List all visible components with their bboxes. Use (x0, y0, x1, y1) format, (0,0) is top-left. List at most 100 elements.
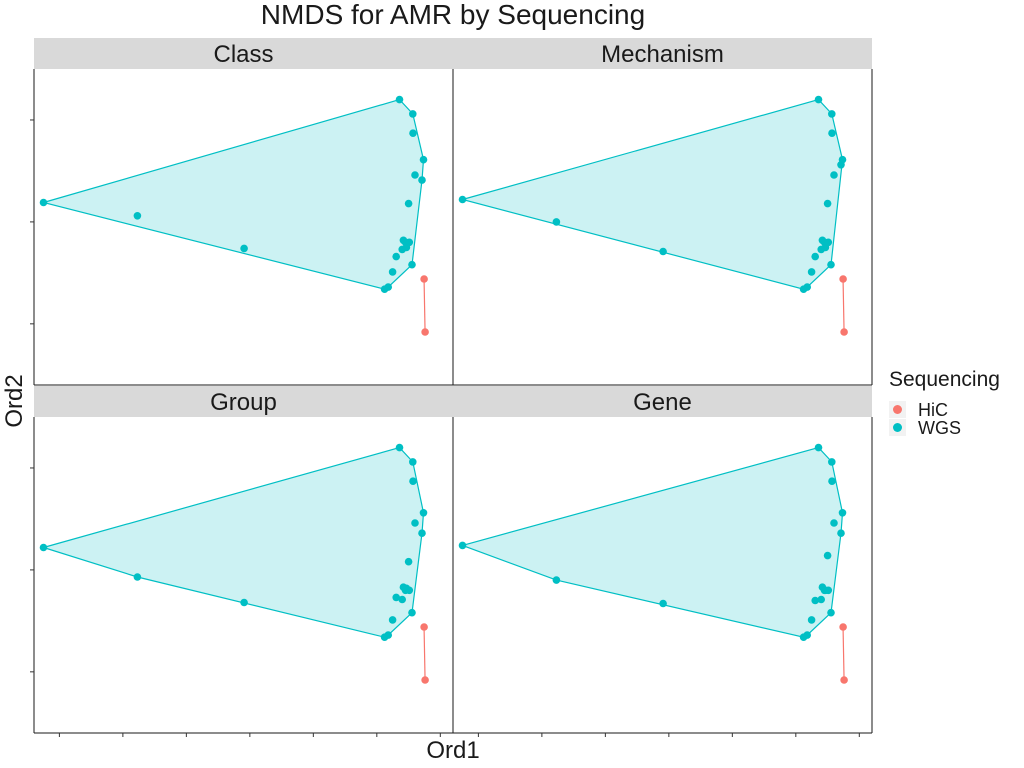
point-hic (839, 623, 847, 631)
point-wgs (837, 529, 845, 537)
point-hic (839, 275, 847, 283)
hull-hic (842, 278, 845, 333)
point-wgs (803, 283, 811, 291)
point-wgs (828, 129, 836, 137)
point-wgs (419, 509, 428, 517)
point-wgs (552, 576, 561, 584)
point-wgs (39, 543, 48, 552)
hull-wgs (460, 98, 844, 290)
point-wgs (398, 245, 407, 254)
point-wgs (814, 443, 823, 452)
point-wgs (384, 631, 393, 639)
point-wgs (817, 245, 825, 254)
point-hic (420, 275, 428, 283)
legend-key-hic (893, 405, 902, 414)
point-wgs (411, 519, 419, 527)
point-wgs (827, 260, 835, 269)
point-wgs (398, 595, 407, 604)
point-wgs (409, 129, 417, 137)
point-wgs (811, 252, 819, 261)
point-wgs (404, 199, 413, 208)
facet-strip-label: Group (210, 389, 277, 416)
point-wgs (824, 238, 833, 247)
point-wgs (814, 95, 823, 104)
facet-panel-class: Class (30, 38, 453, 386)
point-wgs (408, 608, 416, 617)
point-wgs (830, 519, 838, 527)
hull-hic (423, 278, 426, 333)
point-wgs (807, 268, 816, 276)
facet-strip (453, 386, 872, 417)
facet-panel-group: Group (30, 386, 453, 737)
hull-wgs (41, 446, 425, 638)
point-wgs (817, 595, 825, 604)
point-wgs (409, 477, 417, 486)
legend-label-wgs: WGS (918, 418, 961, 438)
point-wgs (39, 198, 48, 207)
point-wgs (388, 616, 397, 624)
point-wgs (409, 110, 417, 118)
point-wgs (458, 541, 467, 550)
facet-panel-gene: Gene (452, 386, 873, 737)
point-wgs (404, 557, 413, 566)
point-hic (840, 328, 848, 336)
point-wgs (828, 477, 836, 486)
hull-hic (842, 626, 845, 681)
hull-hic (423, 626, 426, 681)
point-wgs (458, 195, 467, 204)
point-wgs (838, 509, 847, 517)
point-wgs (824, 586, 833, 595)
point-wgs (811, 596, 819, 605)
point-wgs (411, 171, 419, 179)
point-wgs (405, 238, 414, 247)
point-wgs (828, 458, 836, 466)
point-wgs (133, 212, 142, 220)
x-axis-label: Ord1 (426, 737, 479, 764)
point-wgs (392, 593, 401, 602)
point-wgs (803, 631, 811, 639)
point-wgs (418, 529, 426, 537)
legend-key-wgs (893, 423, 902, 432)
point-wgs (552, 218, 561, 226)
point-hic (421, 676, 429, 684)
point-wgs (418, 176, 426, 184)
legend-label-hic: HiC (918, 400, 948, 420)
point-wgs (240, 598, 248, 607)
point-hic (840, 676, 848, 684)
facet-strip-label: Gene (633, 389, 692, 416)
point-wgs (240, 244, 248, 253)
point-wgs (823, 551, 832, 560)
facet-strip (34, 38, 453, 69)
point-wgs (409, 458, 417, 466)
point-wgs (659, 247, 667, 256)
point-wgs (807, 616, 816, 624)
point-wgs (395, 95, 404, 104)
point-wgs (828, 110, 836, 118)
point-wgs (388, 268, 397, 276)
facet-strip-label: Mechanism (601, 41, 724, 68)
hull-wgs (460, 446, 844, 638)
facet-panel-mechanism: Mechanism (452, 38, 873, 386)
point-wgs (384, 283, 393, 291)
point-hic (420, 623, 428, 631)
point-wgs (659, 599, 667, 608)
legend-title: Sequencing (889, 368, 1000, 391)
point-wgs (405, 586, 414, 595)
point-wgs (395, 443, 404, 452)
point-wgs (419, 155, 428, 164)
chart-title: NMDS for AMR by Sequencing (261, 0, 645, 30)
point-wgs (408, 260, 416, 269)
facet-strip (453, 38, 872, 69)
point-hic (421, 328, 429, 336)
hull-wgs (41, 98, 425, 290)
point-wgs (392, 252, 401, 261)
y-axis-label: Ord2 (1, 374, 28, 427)
point-wgs (830, 171, 838, 179)
point-wgs (133, 573, 142, 581)
point-wgs (838, 155, 847, 164)
point-wgs (823, 199, 832, 208)
point-wgs (827, 608, 835, 617)
